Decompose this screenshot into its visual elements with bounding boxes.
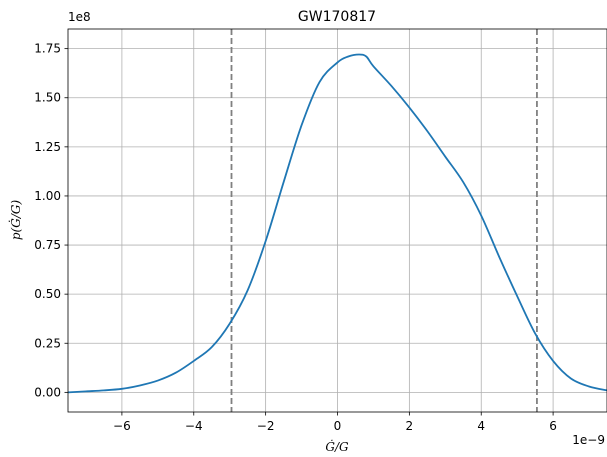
x-tick-label: 6 bbox=[549, 419, 557, 433]
x-tick-label: 4 bbox=[477, 419, 485, 433]
x-tick-label: −2 bbox=[257, 419, 275, 433]
y-tick-label: 1.25 bbox=[34, 140, 61, 154]
series-group bbox=[67, 53, 607, 394]
chart-title: GW170817 bbox=[298, 9, 376, 25]
y-tick-label: 0.75 bbox=[34, 238, 61, 252]
y-tick-label: 1.50 bbox=[34, 91, 61, 105]
y-tick-label: 0.50 bbox=[34, 287, 61, 301]
y-offset-label: 1e8 bbox=[68, 10, 91, 24]
y-axis-label: p(Ġ/G) bbox=[7, 200, 23, 241]
y-tick-label: 0.00 bbox=[34, 385, 61, 399]
ticks: −6 −4 −2 0 2 4 6 0.00 0.25 0.50 0.75 1.00 1.25 1.50 1.… bbox=[34, 42, 557, 433]
reference-lines bbox=[230, 29, 538, 412]
y-tick-label: 1.75 bbox=[34, 42, 61, 56]
x-tick-label: −4 bbox=[185, 419, 203, 433]
x-offset-label: 1e−9 bbox=[572, 433, 605, 447]
x-axis-label: Ġ/G bbox=[325, 438, 349, 454]
y-tick-label: 0.25 bbox=[34, 336, 61, 350]
x-tick-label: 2 bbox=[406, 419, 414, 433]
x-tick-label: 0 bbox=[334, 419, 342, 433]
y-tick-label: 1.00 bbox=[34, 189, 61, 203]
x-tick-label: −6 bbox=[113, 419, 131, 433]
density-curve bbox=[67, 53, 607, 394]
